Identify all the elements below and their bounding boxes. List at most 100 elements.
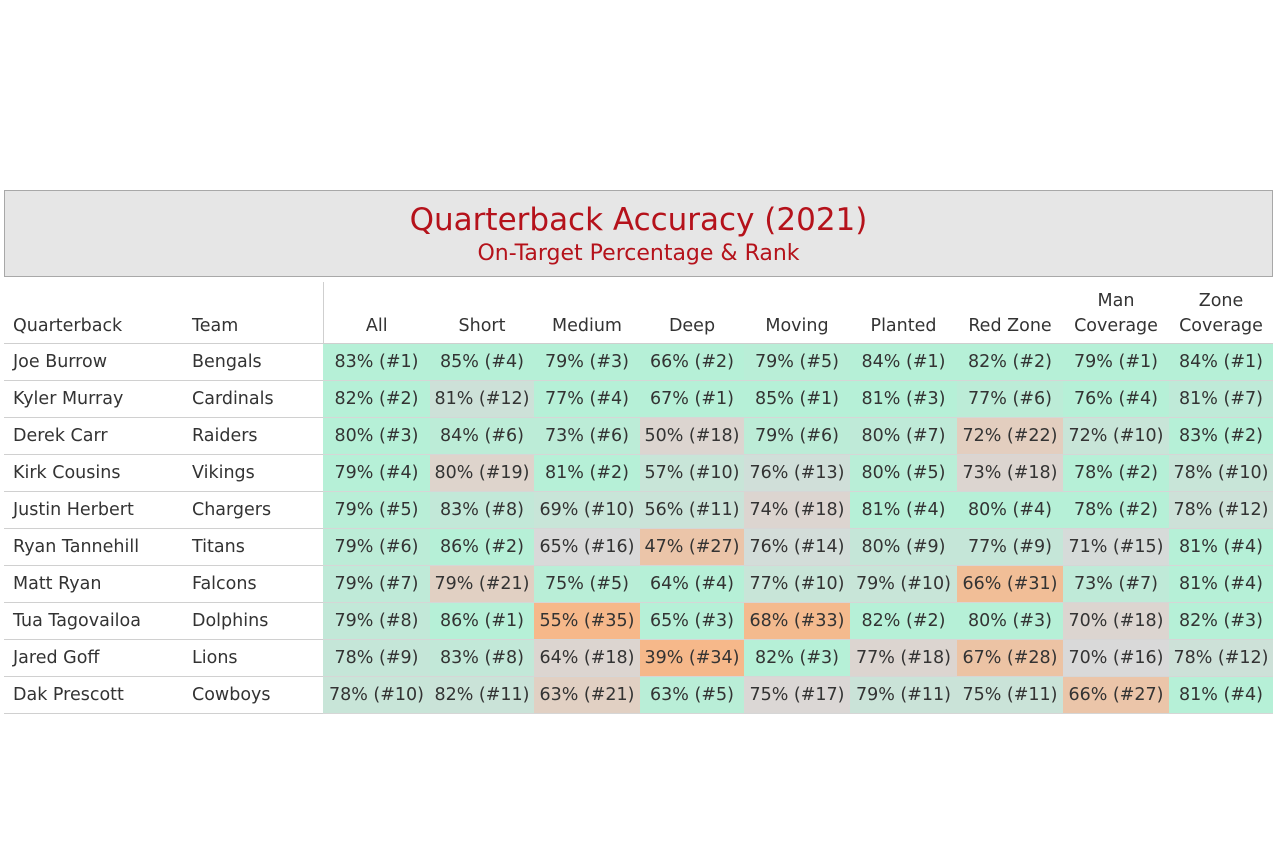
accuracy-cell: 78% (#10) <box>323 676 430 714</box>
column-header: Planted <box>850 282 957 344</box>
accuracy-cell: 85% (#1) <box>744 380 850 418</box>
accuracy-cell: 81% (#4) <box>1169 676 1273 714</box>
accuracy-cell: 79% (#11) <box>850 676 957 714</box>
accuracy-cell: 73% (#18) <box>957 454 1063 492</box>
accuracy-cell: 80% (#3) <box>957 602 1063 640</box>
accuracy-cell: 78% (#12) <box>1169 491 1273 529</box>
accuracy-cell: 83% (#1) <box>323 343 430 381</box>
team-name: Falcons <box>183 565 323 603</box>
accuracy-cell: 78% (#12) <box>1169 639 1273 677</box>
accuracy-cell: 78% (#2) <box>1063 491 1169 529</box>
column-header: Deep <box>640 282 744 344</box>
accuracy-cell: 77% (#10) <box>744 565 850 603</box>
accuracy-cell: 73% (#7) <box>1063 565 1169 603</box>
table-row: Kyler Murray Cardinals 82% (#2) 81% (#12) 77… <box>4 380 1273 418</box>
accuracy-cell: 79% (#5) <box>323 491 430 529</box>
accuracy-cell: 78% (#10) <box>1169 454 1273 492</box>
accuracy-cell: 79% (#1) <box>1063 343 1169 381</box>
accuracy-table: Quarterback Team All Short Medium Deep Moving P… <box>4 282 1273 714</box>
accuracy-cell: 86% (#2) <box>430 528 534 566</box>
accuracy-cell: 47% (#27) <box>640 528 744 566</box>
accuracy-cell: 63% (#5) <box>640 676 744 714</box>
team-name: Dolphins <box>183 602 323 640</box>
accuracy-cell: 72% (#10) <box>1063 417 1169 455</box>
table-row: Justin Herbert Chargers 79% (#5) 83% (#8) 69… <box>4 491 1273 529</box>
accuracy-cell: 83% (#2) <box>1169 417 1273 455</box>
team-name: Titans <box>183 528 323 566</box>
accuracy-cell: 67% (#28) <box>957 639 1063 677</box>
accuracy-cell: 79% (#6) <box>323 528 430 566</box>
accuracy-cell: 68% (#33) <box>744 602 850 640</box>
table-row: Matt Ryan Falcons 79% (#7) 79% (#21) 75% (#5… <box>4 565 1273 603</box>
team-name: Lions <box>183 639 323 677</box>
column-header: Moving <box>744 282 850 344</box>
accuracy-cell: 81% (#4) <box>850 491 957 529</box>
column-header: All <box>322 282 430 344</box>
accuracy-cell: 74% (#18) <box>744 491 850 529</box>
accuracy-cell: 77% (#6) <box>957 380 1063 418</box>
quarterback-name: Dak Prescott <box>4 676 183 714</box>
accuracy-cell: 81% (#7) <box>1169 380 1273 418</box>
accuracy-cell: 82% (#11) <box>430 676 534 714</box>
column-header: Short <box>430 282 534 344</box>
header-row: Quarterback Team All Short Medium Deep Moving P… <box>4 282 1273 344</box>
table-row: Tua Tagovailoa Dolphins 79% (#8) 86% (#1) 55… <box>4 602 1273 640</box>
accuracy-cell: 39% (#34) <box>640 639 744 677</box>
accuracy-cell: 79% (#8) <box>323 602 430 640</box>
accuracy-cell: 79% (#10) <box>850 565 957 603</box>
accuracy-cell: 82% (#2) <box>323 380 430 418</box>
quarterback-name: Derek Carr <box>4 417 183 455</box>
accuracy-cell: 81% (#4) <box>1169 528 1273 566</box>
column-header: Zone Coverage <box>1169 282 1273 344</box>
accuracy-cell: 81% (#3) <box>850 380 957 418</box>
table-row: Kirk Cousins Vikings 79% (#4) 80% (#19) 81% … <box>4 454 1273 492</box>
accuracy-cell: 77% (#18) <box>850 639 957 677</box>
accuracy-cell: 79% (#7) <box>323 565 430 603</box>
team-name: Raiders <box>183 417 323 455</box>
accuracy-cell: 76% (#13) <box>744 454 850 492</box>
accuracy-cell: 80% (#3) <box>323 417 430 455</box>
accuracy-cell: 80% (#4) <box>957 491 1063 529</box>
accuracy-cell: 78% (#2) <box>1063 454 1169 492</box>
accuracy-cell: 50% (#18) <box>640 417 744 455</box>
quarterback-name: Kirk Cousins <box>4 454 183 492</box>
column-header: Red Zone <box>957 282 1063 344</box>
chart-subtitle: On-Target Percentage & Rank <box>477 241 800 266</box>
table-row: Joe Burrow Bengals 83% (#1) 85% (#4) 79% (#3… <box>4 343 1273 381</box>
accuracy-cell: 80% (#19) <box>430 454 534 492</box>
accuracy-cell: 79% (#3) <box>534 343 640 381</box>
accuracy-cell: 80% (#7) <box>850 417 957 455</box>
table-row: Derek Carr Raiders 80% (#3) 84% (#6) 73% (#6… <box>4 417 1273 455</box>
team-name: Cardinals <box>183 380 323 418</box>
accuracy-cell: 79% (#6) <box>744 417 850 455</box>
accuracy-cell: 85% (#4) <box>430 343 534 381</box>
accuracy-cell: 83% (#8) <box>430 491 534 529</box>
quarterback-name: Tua Tagovailoa <box>4 602 183 640</box>
accuracy-cell: 81% (#4) <box>1169 565 1273 603</box>
column-header: Man Coverage <box>1063 282 1169 344</box>
accuracy-cell: 71% (#15) <box>1063 528 1169 566</box>
title-banner: Quarterback Accuracy (2021) On-Target Pe… <box>4 190 1273 277</box>
accuracy-cell: 80% (#5) <box>850 454 957 492</box>
team-name: Chargers <box>183 491 323 529</box>
accuracy-cell: 65% (#16) <box>534 528 640 566</box>
quarterback-name: Kyler Murray <box>4 380 183 418</box>
accuracy-cell: 66% (#31) <box>957 565 1063 603</box>
accuracy-cell: 77% (#9) <box>957 528 1063 566</box>
accuracy-cell: 70% (#18) <box>1063 602 1169 640</box>
accuracy-cell: 82% (#3) <box>744 639 850 677</box>
accuracy-cell: 84% (#6) <box>430 417 534 455</box>
accuracy-cell: 66% (#27) <box>1063 676 1169 714</box>
accuracy-cell: 64% (#18) <box>534 639 640 677</box>
accuracy-cell: 55% (#35) <box>534 602 640 640</box>
accuracy-cell: 84% (#1) <box>850 343 957 381</box>
column-header: Team <box>183 282 323 344</box>
accuracy-cell: 81% (#12) <box>430 380 534 418</box>
chart-title: Quarterback Accuracy (2021) <box>409 202 868 238</box>
quarterback-name: Matt Ryan <box>4 565 183 603</box>
accuracy-cell: 81% (#2) <box>534 454 640 492</box>
accuracy-cell: 82% (#2) <box>957 343 1063 381</box>
accuracy-cell: 84% (#1) <box>1169 343 1273 381</box>
accuracy-cell: 72% (#22) <box>957 417 1063 455</box>
accuracy-cell: 82% (#3) <box>1169 602 1273 640</box>
